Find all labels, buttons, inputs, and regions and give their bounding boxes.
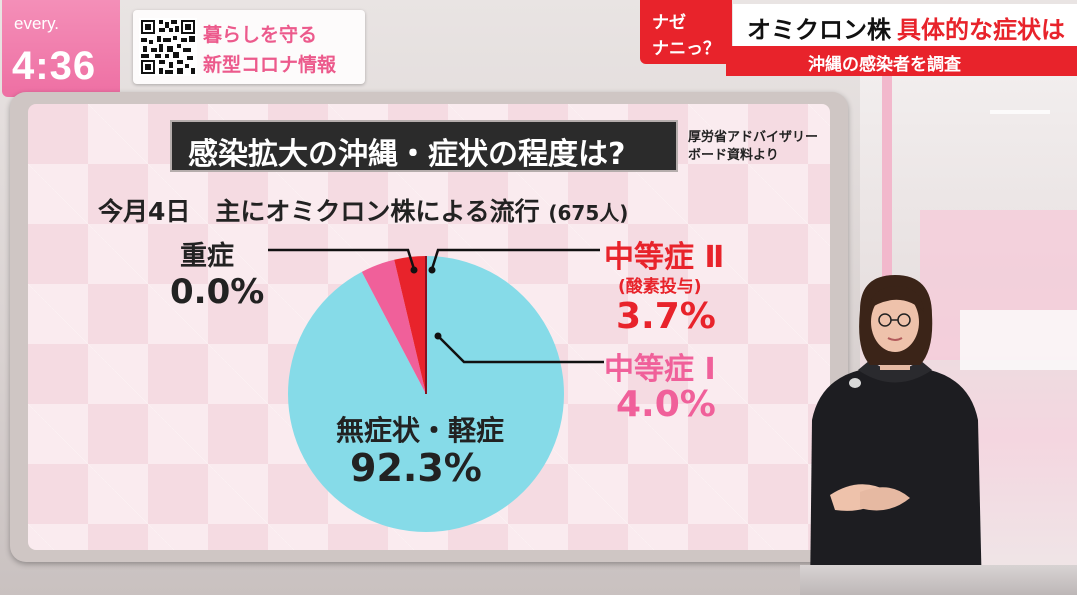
leader-dot-moderate2 xyxy=(428,266,436,274)
leader-lines xyxy=(268,248,604,364)
studio-pink-pillar xyxy=(882,76,892,366)
source-line2: ボード資料より xyxy=(688,148,779,163)
headline-part2: 具体的な症状は xyxy=(897,16,1065,44)
label-mild-value: 92.3% xyxy=(350,446,482,490)
label-moderate1-name: 中等症 Ⅰ xyxy=(604,352,716,387)
pie-slices xyxy=(288,256,565,532)
studio-shelf xyxy=(960,310,1077,370)
desk xyxy=(800,565,1077,595)
leader-dot-moderate1 xyxy=(434,332,442,340)
chart-subtitle-count: (675人) xyxy=(548,201,629,225)
label-moderate1-value: 4.0% xyxy=(616,384,716,425)
leader-line-moderate2 xyxy=(430,248,600,270)
label-severe-value: 0.0% xyxy=(170,272,265,312)
chart-title: 感染拡大の沖縄・症状の程度は? xyxy=(188,137,626,172)
subhead-bar: 沖縄の感染者を調査 xyxy=(726,46,1077,76)
label-mild-name: 無症状・軽症 xyxy=(336,414,505,447)
display-board: 感染拡大の沖縄・症状の程度は? 厚労省アドバイザリー ボード資料より 今月4日 … xyxy=(10,92,848,562)
pie-slice-moderate1 xyxy=(361,259,426,394)
leader-dot-severe xyxy=(410,266,418,274)
naze-nani-badge: ナゼ ナニっ？ xyxy=(640,0,732,64)
label-moderate2-value: 3.7% xyxy=(616,296,716,337)
label-moderate2-name: 中等症 Ⅱ xyxy=(604,240,725,275)
qr-code-icon xyxy=(139,18,197,76)
program-logo: every. xyxy=(14,14,60,33)
leader-line-severe xyxy=(268,248,416,270)
clock-time: 4:36 xyxy=(12,44,97,88)
chart-subtitle: 今月4日 主にオミクロン株による流行 (675人) xyxy=(98,192,628,228)
chart-screen: 感染拡大の沖縄・症状の程度は? 厚労省アドバイザリー ボード資料より 今月4日 … xyxy=(28,104,830,550)
label-moderate2-note: (酸素投与) xyxy=(618,277,702,297)
naze-line2: ナニっ？ xyxy=(652,39,720,59)
leader-dots xyxy=(410,266,442,340)
chart-title-box: 感染拡大の沖縄・症状の程度は? xyxy=(170,120,678,172)
label-severe-name: 重症 xyxy=(180,241,234,272)
program-logo-box: every. 4:36 xyxy=(2,0,120,97)
presenter xyxy=(810,275,982,595)
pie-chart xyxy=(268,248,604,532)
info-badge: 暮らしを守る 新型コロナ情報 xyxy=(133,10,365,84)
subhead-text: 沖縄の感染者を調査 xyxy=(808,55,961,75)
naze-line1: ナゼ xyxy=(652,13,686,33)
source-line1: 厚労省アドバイザリー xyxy=(688,130,819,145)
chart-subtitle-text: 今月4日 主にオミクロン株による流行 xyxy=(98,197,540,226)
info-badge-line1: 暮らしを守る xyxy=(203,24,318,46)
pie-slice-moderate2 xyxy=(394,256,426,394)
info-badge-line2: 新型コロナ情報 xyxy=(203,54,337,76)
leader-line-moderate1 xyxy=(437,335,604,364)
headline-box: オミクロン株 具体的な症状は xyxy=(733,4,1077,46)
headline-part1: オミクロン株 xyxy=(747,16,891,44)
studio-ceiling-light xyxy=(990,110,1050,114)
